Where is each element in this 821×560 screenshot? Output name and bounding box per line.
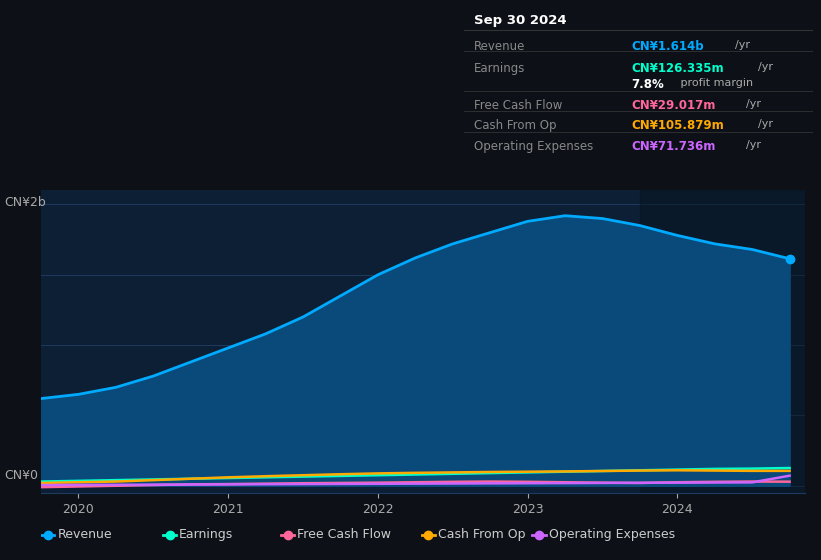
- Text: CN¥2b: CN¥2b: [4, 196, 46, 209]
- Text: 7.8%: 7.8%: [631, 78, 664, 91]
- Text: /yr: /yr: [758, 119, 773, 129]
- Text: Earnings: Earnings: [179, 528, 233, 542]
- Text: profit margin: profit margin: [677, 78, 754, 88]
- Text: CN¥126.335m: CN¥126.335m: [631, 62, 724, 75]
- Text: Revenue: Revenue: [475, 40, 525, 53]
- Bar: [640, 190, 805, 493]
- Text: /yr: /yr: [746, 139, 762, 150]
- Text: CN¥105.879m: CN¥105.879m: [631, 119, 724, 132]
- Text: Revenue: Revenue: [57, 528, 112, 542]
- Text: CN¥29.017m: CN¥29.017m: [631, 99, 716, 111]
- Text: CN¥0: CN¥0: [4, 469, 38, 482]
- Text: Cash From Op: Cash From Op: [475, 119, 557, 132]
- Text: CN¥1.614b: CN¥1.614b: [631, 40, 704, 53]
- Text: /yr: /yr: [735, 40, 750, 50]
- Text: CN¥71.736m: CN¥71.736m: [631, 139, 716, 153]
- Text: Earnings: Earnings: [475, 62, 525, 75]
- Text: Free Cash Flow: Free Cash Flow: [475, 99, 562, 111]
- Text: /yr: /yr: [746, 99, 762, 109]
- Text: Operating Expenses: Operating Expenses: [475, 139, 594, 153]
- Text: Free Cash Flow: Free Cash Flow: [297, 528, 392, 542]
- Text: Operating Expenses: Operating Expenses: [548, 528, 675, 542]
- Text: /yr: /yr: [758, 62, 773, 72]
- Text: Cash From Op: Cash From Op: [438, 528, 525, 542]
- Text: Sep 30 2024: Sep 30 2024: [475, 14, 567, 27]
